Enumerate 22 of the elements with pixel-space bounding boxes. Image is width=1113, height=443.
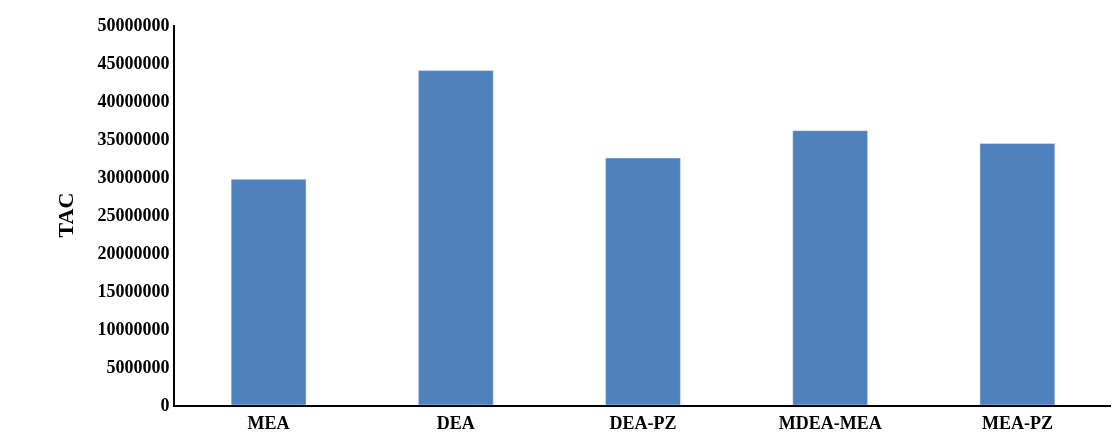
x-tick-label: MEA (247, 412, 290, 433)
y-tick-label: 45000000 (97, 53, 170, 74)
y-tick-label: 25000000 (97, 205, 170, 226)
y-tick-label: 15000000 (97, 281, 170, 302)
y-tick-label: 20000000 (97, 243, 170, 264)
x-tick-label: MEA-PZ (981, 412, 1053, 433)
y-tick-label: 35000000 (97, 129, 170, 150)
y-tick-label: 40000000 (97, 91, 170, 112)
bar (605, 157, 681, 405)
y-tick-label: 5000000 (106, 357, 170, 378)
y-tick-label: 0 (160, 395, 170, 416)
bar (979, 143, 1056, 405)
y-axis-title: TAC (52, 192, 78, 238)
y-tick-label: 50000000 (97, 15, 170, 36)
bar (230, 179, 307, 405)
y-tick-label: 10000000 (97, 319, 170, 340)
x-tick-label: DEA-PZ (609, 412, 677, 433)
x-tick-label: DEA (436, 412, 475, 433)
bar (418, 70, 494, 405)
bar (792, 130, 868, 405)
y-tick-label: 30000000 (97, 167, 170, 188)
x-tick-label: MDEA-MEA (778, 412, 882, 433)
